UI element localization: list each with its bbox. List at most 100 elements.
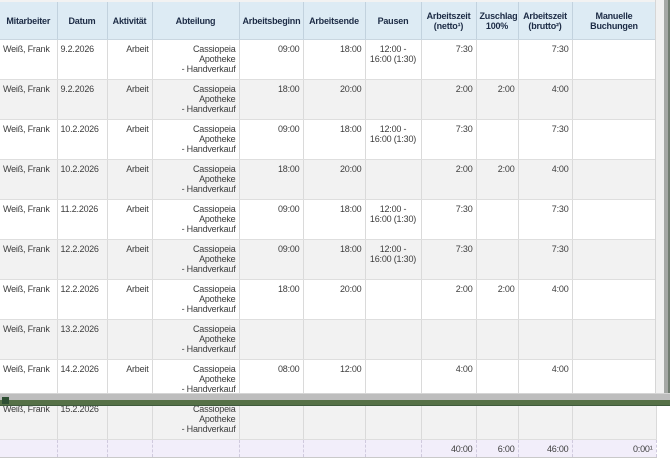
column-header-zuschlag: Zuschlag 100% <box>476 2 519 40</box>
cell-arbeitsende: 12:00 <box>303 359 366 400</box>
cell-abteilung: Cassiopeia Apotheke - Handverkauf <box>152 199 240 240</box>
cell-mitarbeiter: Weiß, Frank <box>0 199 58 240</box>
cell-aktivitaet: Arbeit <box>107 119 153 160</box>
cell-pausen <box>365 279 422 320</box>
table-row: Weiß, Frank 10.2.2026 Arbeit Cassiopeia … <box>0 119 657 160</box>
cell-datum: 9.2.2026 <box>57 79 108 120</box>
cell-arbeitszeit-netto: 7:30 <box>421 239 477 280</box>
footer-total-manuell: 0:00¹ <box>572 439 657 458</box>
cell-abteilung: Cassiopeia Apotheke - Handverkauf <box>152 279 240 320</box>
cell-pausen: 12:00 - 16:00 (1:30) <box>365 239 422 280</box>
cell-mitarbeiter: Weiß, Frank <box>0 119 58 160</box>
cell-abteilung: Cassiopeia Apotheke - Handverkauf <box>152 119 240 160</box>
cell-zuschlag: 2:00 <box>476 159 519 200</box>
column-header-arbeitsende: Arbeitsende <box>303 2 366 40</box>
cell-arbeitsbeginn: 09:00 <box>239 199 304 240</box>
table-row: Weiß, Frank 11.2.2026 Arbeit Cassiopeia … <box>0 199 657 240</box>
cell-datum: 12.2.2026 <box>57 239 108 280</box>
cell-arbeitsende: 18:00 <box>303 199 366 240</box>
scrollbar-track[interactable] <box>664 0 668 394</box>
cell-abteilung: Cassiopeia Apotheke - Handverkauf <box>152 159 240 200</box>
cell-datum: 11.2.2026 <box>57 199 108 240</box>
cell-aktivitaet: Arbeit <box>107 239 153 280</box>
cell-arbeitsbeginn: 09:00 <box>239 239 304 280</box>
cell-arbeitszeit-brutto: 7:30 <box>518 239 573 280</box>
cell-arbeitszeit-netto: 2:00 <box>421 159 477 200</box>
cell-manuelle-buchungen <box>572 119 657 160</box>
footer-cell-arbeitsende <box>303 439 366 458</box>
cell-abteilung: Cassiopeia Apotheke - Handverkauf <box>152 319 240 360</box>
cell-arbeitszeit-netto: 7:30 <box>421 199 477 240</box>
cell-pausen: 12:00 - 16:00 (1:30) <box>365 39 422 80</box>
cell-datum: 10.2.2026 <box>57 119 108 160</box>
cell-manuelle-buchungen <box>572 199 657 240</box>
cell-arbeitszeit-netto: 2:00 <box>421 279 477 320</box>
cell-arbeitsbeginn: 18:00 <box>239 159 304 200</box>
cell-zuschlag <box>476 119 519 160</box>
cell-arbeitszeit-brutto: 4:00 <box>518 159 573 200</box>
cell-datum: 13.2.2026 <box>57 319 108 360</box>
footer-cell-datum <box>57 439 108 458</box>
table-footer: 40:00 6:00 46:00 0:00¹ <box>0 439 657 458</box>
cell-arbeitsende: 20:00 <box>303 159 366 200</box>
table-row: Weiß, Frank 9.2.2026 Arbeit Cassiopeia A… <box>0 79 657 120</box>
totals-row: 40:00 6:00 46:00 0:00¹ <box>0 439 657 458</box>
cell-aktivitaet <box>107 319 153 360</box>
column-header-aktivitaet: Aktivität <box>107 2 153 40</box>
cell-pausen: 12:00 - 16:00 (1:30) <box>365 119 422 160</box>
header-row: Mitarbeiter Datum Aktivität Abteilung Ar… <box>0 2 657 40</box>
table-header: Mitarbeiter Datum Aktivität Abteilung Ar… <box>0 2 657 40</box>
cell-arbeitszeit-netto: 7:30 <box>421 39 477 80</box>
cell-mitarbeiter: Weiß, Frank <box>0 159 58 200</box>
cell-arbeitsende: 18:00 <box>303 119 366 160</box>
cell-arbeitszeit-brutto <box>518 319 573 360</box>
footer-cell-aktivitaet <box>107 439 153 458</box>
cell-arbeitszeit-brutto: 4:00 <box>518 79 573 120</box>
cell-mitarbeiter: Weiß, Frank <box>0 239 58 280</box>
cell-manuelle-buchungen <box>572 319 657 360</box>
column-header-manuelle-buchungen: Manuelle Buchungen <box>572 2 657 40</box>
window-corner <box>2 397 9 404</box>
cell-arbeitsende <box>303 319 366 360</box>
cell-zuschlag: 2:00 <box>476 79 519 120</box>
cell-pausen <box>365 319 422 360</box>
column-header-pausen: Pausen <box>365 2 422 40</box>
footer-total-brutto: 46:00 <box>518 439 573 458</box>
cell-datum: 9.2.2026 <box>57 39 108 80</box>
cell-manuelle-buchungen <box>572 79 657 120</box>
cell-aktivitaet: Arbeit <box>107 279 153 320</box>
cell-pausen: 12:00 - 16:00 (1:30) <box>365 199 422 240</box>
footer-cell-pausen <box>365 439 422 458</box>
cell-arbeitsbeginn: 18:00 <box>239 279 304 320</box>
cell-manuelle-buchungen <box>572 239 657 280</box>
cell-mitarbeiter: Weiß, Frank <box>0 39 58 80</box>
cell-zuschlag <box>476 39 519 80</box>
cell-abteilung: Cassiopeia Apotheke - Handverkauf <box>152 79 240 120</box>
cell-aktivitaet: Arbeit <box>107 39 153 80</box>
column-header-datum: Datum <box>57 2 108 40</box>
footer-cell-mitarbeiter <box>0 439 58 458</box>
cell-arbeitsende: 18:00 <box>303 239 366 280</box>
table-row: Weiß, Frank 10.2.2026 Arbeit Cassiopeia … <box>0 159 657 200</box>
cell-arbeitszeit-brutto: 7:30 <box>518 39 573 80</box>
cell-mitarbeiter: Weiß, Frank <box>0 319 58 360</box>
cell-arbeitsende: 18:00 <box>303 39 366 80</box>
column-header-abteilung: Abteilung <box>152 2 240 40</box>
cell-abteilung: Cassiopeia Apotheke - Handverkauf <box>152 39 240 80</box>
cell-zuschlag: 2:00 <box>476 279 519 320</box>
cell-aktivitaet: Arbeit <box>107 79 153 120</box>
cell-mitarbeiter: Weiß, Frank <box>0 279 58 320</box>
cell-manuelle-buchungen <box>572 279 657 320</box>
cell-aktivitaet: Arbeit <box>107 159 153 200</box>
cell-datum: 10.2.2026 <box>57 159 108 200</box>
cell-arbeitsbeginn: 09:00 <box>239 119 304 160</box>
cell-arbeitsende: 20:00 <box>303 279 366 320</box>
cell-arbeitszeit-brutto: 7:30 <box>518 119 573 160</box>
cell-arbeitsbeginn: 09:00 <box>239 39 304 80</box>
column-header-arbeitszeit-netto: Arbeitszeit (netto¹) <box>421 2 477 40</box>
cell-aktivitaet: Arbeit <box>107 199 153 240</box>
cell-arbeitsbeginn <box>239 319 304 360</box>
cell-manuelle-buchungen <box>572 159 657 200</box>
cell-arbeitszeit-netto: 7:30 <box>421 119 477 160</box>
